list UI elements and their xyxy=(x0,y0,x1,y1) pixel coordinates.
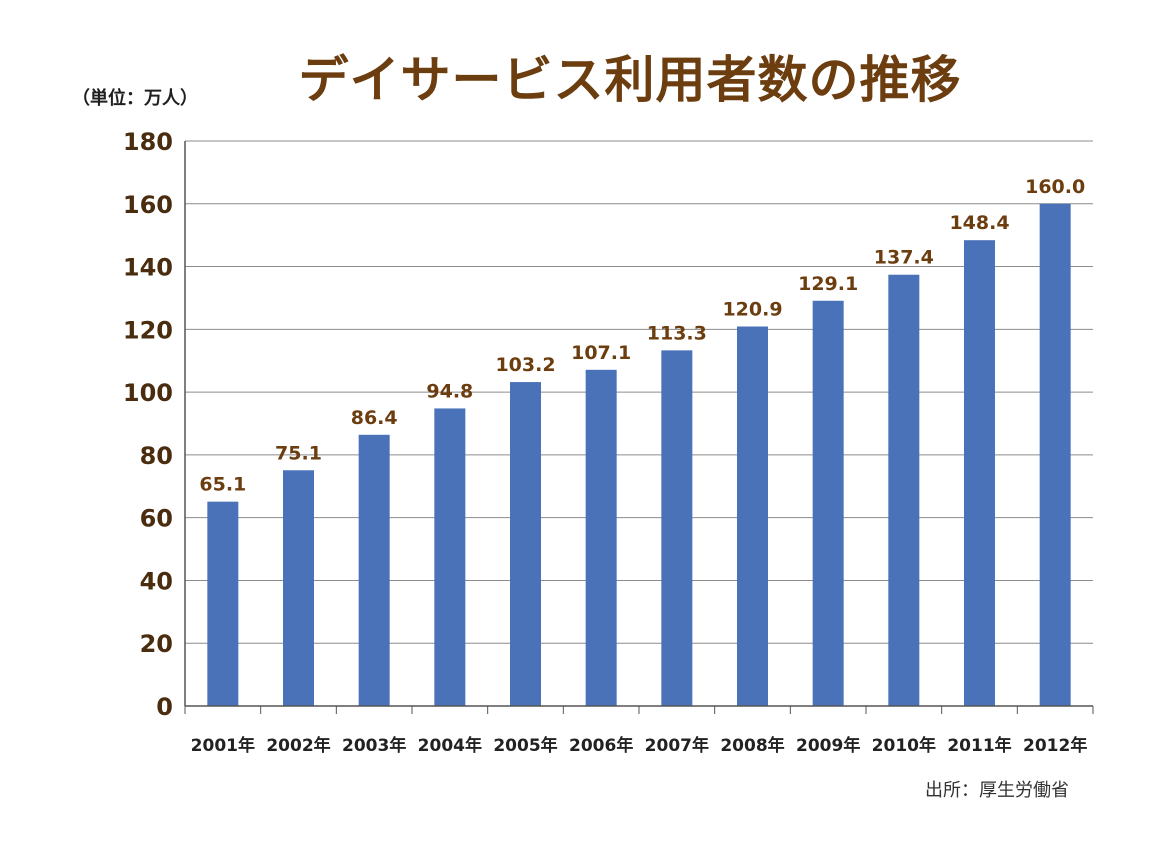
y-tick-label: 0 xyxy=(156,693,173,721)
x-tick-label: 2010年 xyxy=(872,735,936,756)
y-tick-label: 140 xyxy=(123,254,173,282)
bar xyxy=(737,326,768,706)
x-axis-ticks: 2001年 2002年 2003年 2004年 2005年 2006年 2007年 2008年… xyxy=(184,706,1094,756)
data-label: 137.4 xyxy=(874,247,934,269)
bar xyxy=(510,382,541,706)
data-label: 75.1 xyxy=(275,442,322,464)
data-label: 113.3 xyxy=(647,322,707,344)
x-tick-label: 2004年 xyxy=(418,735,482,756)
x-tick-label: 2011年 xyxy=(947,735,1011,756)
y-tick-label: 60 xyxy=(140,505,173,533)
x-tick-label: 2012年 xyxy=(1023,735,1087,756)
chart-title: デイサービス利用者数の推移 xyxy=(298,51,962,109)
data-label: 107.1 xyxy=(571,342,631,364)
bar xyxy=(207,501,239,706)
bars xyxy=(207,203,1071,706)
y-tick-label: 120 xyxy=(123,316,173,344)
x-tick-label: 2002年 xyxy=(266,735,330,756)
source-note: 出所：厚生労働省 xyxy=(925,780,1069,801)
bar xyxy=(1039,203,1071,706)
data-label: 94.8 xyxy=(426,380,473,402)
data-label: 86.4 xyxy=(351,407,398,429)
data-label: 103.2 xyxy=(495,354,555,376)
data-label: 129.1 xyxy=(798,273,858,295)
bar xyxy=(434,408,466,706)
bar xyxy=(888,274,920,706)
x-tick-label: 2006年 xyxy=(569,735,633,756)
bar xyxy=(358,434,390,706)
y-tick-label: 40 xyxy=(140,567,173,595)
bar xyxy=(964,240,995,706)
y-tick-label: 20 xyxy=(140,630,173,658)
y-tick-label: 160 xyxy=(123,191,173,219)
data-label: 65.1 xyxy=(199,474,246,496)
y-tick-label: 100 xyxy=(123,379,173,407)
y-tick-label: 180 xyxy=(123,128,173,156)
unit-label: （単位：万人） xyxy=(72,88,198,109)
bar xyxy=(585,369,617,706)
y-axis-ticks: 0 20 40 60 80 100 120 140 160 180 xyxy=(123,128,173,721)
x-tick-label: 2003年 xyxy=(342,735,406,756)
x-tick-label: 2009年 xyxy=(796,735,860,756)
bar xyxy=(812,300,844,706)
bar xyxy=(661,350,693,706)
x-tick-label: 2001年 xyxy=(191,735,255,756)
data-labels: 65.1 75.1 86.4 94.8 103.2 107.1 113.3 120.9 129.… xyxy=(199,176,1085,496)
grid-lines xyxy=(185,140,1093,644)
y-tick-label: 80 xyxy=(140,442,173,470)
data-label: 120.9 xyxy=(722,299,782,321)
data-label: 160.0 xyxy=(1025,176,1085,198)
x-tick-label: 2008年 xyxy=(720,735,784,756)
data-label: 148.4 xyxy=(949,212,1009,234)
x-tick-label: 2005年 xyxy=(493,735,557,756)
x-tick-label: 2007年 xyxy=(645,735,709,756)
bar xyxy=(283,470,314,706)
